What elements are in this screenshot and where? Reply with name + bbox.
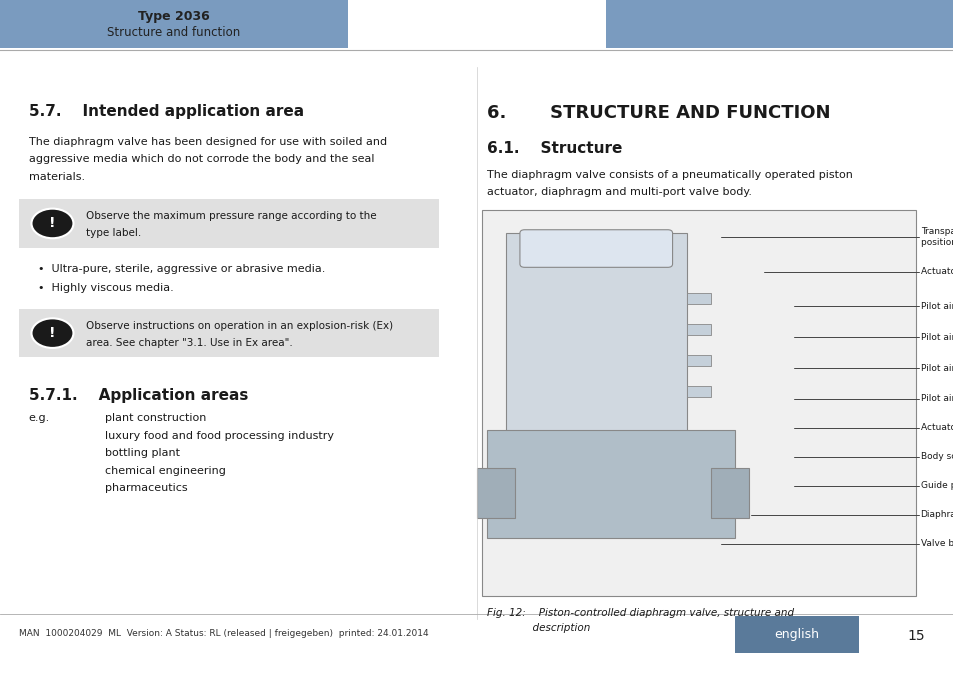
Text: materials.: materials. — [29, 172, 85, 182]
Text: Structure and function: Structure and function — [108, 26, 240, 39]
Text: •  Ultra-pure, sterile, aggressive or abrasive media.: • Ultra-pure, sterile, aggressive or abr… — [38, 264, 325, 275]
Text: FLUID CONTROL SYSTEMS: FLUID CONTROL SYSTEMS — [728, 32, 830, 38]
Text: Valve body: Valve body — [920, 539, 953, 548]
Text: 6.       STRUCTURE AND FUNCTION: 6. STRUCTURE AND FUNCTION — [486, 104, 829, 122]
Text: MAN  1000204029  ML  Version: A Status: RL (released | freigegeben)  printed: 24: MAN 1000204029 ML Version: A Status: RL … — [19, 629, 428, 638]
Text: area. See chapter "3.1. Use in Ex area".: area. See chapter "3.1. Use in Ex area". — [86, 338, 293, 348]
Text: bottling plant: bottling plant — [105, 448, 180, 458]
Text: The diaphragm valve consists of a pneumatically operated piston: The diaphragm valve consists of a pneuma… — [486, 170, 852, 180]
FancyBboxPatch shape — [0, 0, 348, 48]
Text: Pilot air port 3: Pilot air port 3 — [920, 363, 953, 373]
Text: Actuator body: Actuator body — [920, 423, 953, 432]
Text: 5.7.1.    Application areas: 5.7.1. Application areas — [29, 388, 248, 402]
Text: Pilot air port 2: Pilot air port 2 — [920, 332, 953, 342]
Text: !: ! — [50, 217, 55, 230]
Text: aggressive media which do not corrode the body and the seal: aggressive media which do not corrode th… — [29, 154, 374, 164]
Text: actuator, diaphragm and multi-port valve body.: actuator, diaphragm and multi-port valve… — [486, 187, 751, 197]
FancyBboxPatch shape — [19, 199, 438, 248]
FancyBboxPatch shape — [710, 468, 748, 518]
Text: 6.1.    Structure: 6.1. Structure — [486, 141, 621, 156]
Text: Body screws: Body screws — [920, 452, 953, 461]
FancyBboxPatch shape — [486, 430, 734, 538]
FancyBboxPatch shape — [481, 210, 915, 596]
FancyBboxPatch shape — [19, 309, 438, 357]
FancyBboxPatch shape — [686, 355, 710, 365]
Text: e.g.: e.g. — [29, 413, 50, 423]
FancyBboxPatch shape — [686, 386, 710, 396]
Text: Observe the maximum pressure range according to the: Observe the maximum pressure range accor… — [86, 211, 376, 221]
Text: luxury food and food processing industry: luxury food and food processing industry — [105, 431, 334, 441]
Text: Pilot air port 4: Pilot air port 4 — [920, 302, 953, 311]
Text: The diaphragm valve has been designed for use with soiled and: The diaphragm valve has been designed fo… — [29, 137, 386, 147]
Text: Transparent cap with
position indicator: Transparent cap with position indicator — [920, 227, 953, 247]
Text: pharmaceutics: pharmaceutics — [105, 483, 188, 493]
Circle shape — [31, 209, 73, 238]
Text: Actuator cover: Actuator cover — [920, 267, 953, 276]
FancyBboxPatch shape — [519, 229, 672, 267]
Text: !: ! — [50, 326, 55, 340]
FancyBboxPatch shape — [476, 468, 515, 518]
Text: description: description — [486, 623, 589, 633]
FancyBboxPatch shape — [686, 324, 710, 335]
Text: Pilot air port 1: Pilot air port 1 — [920, 394, 953, 403]
Text: type label.: type label. — [86, 228, 141, 238]
Text: plant construction: plant construction — [105, 413, 206, 423]
Text: •  Highly viscous media.: • Highly viscous media. — [38, 283, 173, 293]
Text: 15: 15 — [907, 629, 924, 643]
Text: Diaphragm: Diaphragm — [920, 510, 953, 519]
Text: 5.7.    Intended application area: 5.7. Intended application area — [29, 104, 303, 119]
Text: Observe instructions on operation in an explosion-risk (Ex): Observe instructions on operation in an … — [86, 321, 393, 331]
Text: Fig. 12:    Piston-controlled diaphragm valve, structure and: Fig. 12: Piston-controlled diaphragm val… — [486, 608, 793, 618]
Text: Type 2036: Type 2036 — [138, 9, 210, 23]
Circle shape — [31, 318, 73, 348]
Text: bürkert: bürkert — [741, 12, 817, 30]
Text: chemical engineering: chemical engineering — [105, 466, 226, 476]
FancyBboxPatch shape — [686, 293, 710, 304]
FancyBboxPatch shape — [605, 0, 953, 48]
Text: Guide pin: Guide pin — [920, 481, 953, 490]
FancyBboxPatch shape — [505, 233, 686, 433]
FancyBboxPatch shape — [734, 616, 858, 653]
Text: english: english — [773, 628, 819, 641]
